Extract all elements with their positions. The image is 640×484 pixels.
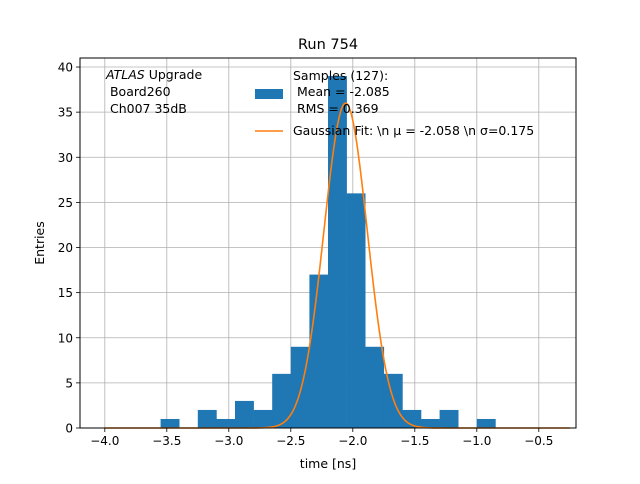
x-axis-label: time [ns]: [300, 456, 356, 471]
y-tick-label: 35: [58, 106, 73, 120]
y-axis-ticks: 0 5 10 15 20 25 30 35 40: [58, 61, 80, 436]
legend-hist-label-line1: Samples (127):: [293, 68, 388, 83]
x-tick-label: −1.0: [462, 434, 491, 448]
channel-annotation: Ch007 35dB: [106, 101, 187, 116]
y-tick-label: 40: [58, 61, 73, 75]
legend-hist-label-line2: Mean = -2.085: [293, 84, 390, 99]
histogram-bar: [328, 76, 347, 429]
legend-hist-label-line3: RMS = 0.369: [293, 101, 379, 116]
plot-frame: [79, 57, 577, 429]
histogram-bar: [439, 409, 459, 428]
y-axis-label: Entries: [32, 221, 47, 265]
histogram-bar: [365, 346, 385, 428]
histogram-bar: [290, 346, 310, 428]
y-tick-label: 30: [58, 151, 73, 165]
y-tick-label: 10: [58, 331, 73, 345]
histogram-bar: [402, 409, 422, 428]
histogram-bar: [235, 400, 254, 428]
x-tick-label: −3.0: [214, 434, 243, 448]
y-tick-label: 20: [58, 241, 73, 255]
histogram-bar: [421, 418, 440, 428]
x-axis-ticks: −4.0 −3.5 −3.0 −2.5 −2.0 −1.5 −1.0 −0.5: [90, 428, 553, 448]
legend: Samples (127): Mean = -2.085 RMS = 0.369…: [255, 68, 534, 138]
y-tick-label: 15: [58, 286, 73, 300]
x-tick-label: −1.5: [400, 434, 429, 448]
y-tick-label: 0: [65, 422, 73, 436]
y-tick-label: 5: [65, 376, 73, 390]
histogram-bar: [253, 409, 273, 428]
legend-hist-swatch: [255, 89, 283, 99]
histogram-bar: [160, 418, 180, 428]
atlas-upgrade-text: Upgrade: [145, 67, 203, 82]
x-tick-label: −3.5: [152, 434, 181, 448]
atlas-italic-text: ATLAS: [105, 67, 145, 82]
x-tick-label: −0.5: [524, 434, 553, 448]
histogram-bar: [272, 373, 292, 428]
chart-title: Run 754: [298, 37, 358, 53]
histogram-bar: [309, 274, 329, 428]
histogram-bars: [160, 76, 496, 429]
y-tick-label: 25: [58, 196, 73, 210]
atlas-annotation: ATLAS Upgrade: [105, 67, 202, 82]
legend-fit-label: Gaussian Fit: \n μ = -2.058 \n σ=0.175: [293, 123, 534, 138]
x-tick-label: −2.0: [338, 434, 367, 448]
x-tick-label: −4.0: [90, 434, 119, 448]
histogram-bar: [216, 418, 236, 428]
histogram-bar: [476, 418, 496, 428]
x-tick-label: −2.5: [276, 434, 305, 448]
histogram-bar: [346, 193, 366, 428]
histogram-bar: [197, 409, 217, 428]
board-annotation: Board260: [106, 84, 171, 99]
